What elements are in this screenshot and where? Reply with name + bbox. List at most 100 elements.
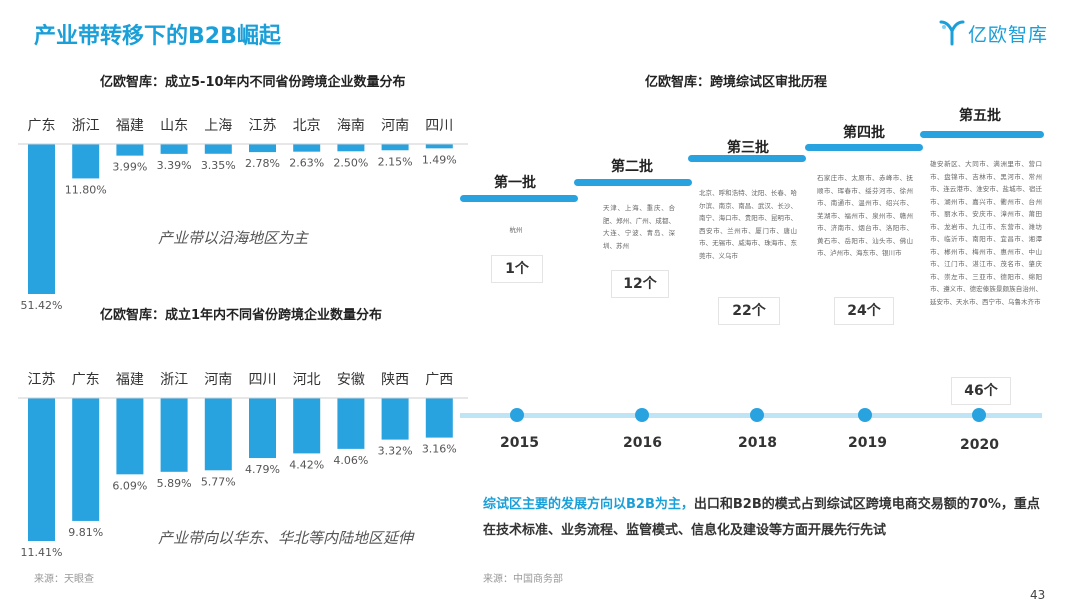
chart1-bar	[381, 144, 409, 151]
chart2-category-label: 陕西	[381, 372, 409, 388]
chart2-category-label: 安徽	[337, 372, 365, 388]
chart1-value-label: 3.39%	[157, 159, 192, 172]
chart1-category-label: 北京	[293, 118, 321, 134]
timeline-title: 亿欧智库：跨境综试区审批历程	[645, 75, 828, 90]
timeline-dot-2015	[510, 408, 524, 422]
timeline-dot-2019	[858, 408, 872, 422]
batch4-count: 24个	[834, 297, 894, 325]
conclusion-rest: 出口和B2B的模式占到综试区跨境电商交易额的70%，重点在技术标准、业务流程、监…	[483, 497, 1040, 538]
chart2-bar	[293, 398, 321, 454]
batch5-name: 第五批	[959, 108, 1001, 124]
chart2-bar	[249, 398, 276, 459]
chart1-category-label: 上海	[204, 118, 232, 134]
chart1-value-label: 1.49%	[422, 153, 457, 166]
chart1-value-label: 11.80%	[65, 183, 107, 196]
timeline-dot-2020	[972, 408, 986, 422]
chart1-category-label: 河南	[381, 118, 409, 134]
conclusion-text: 综试区主要的发展方向以B2B为主，出口和B2B的模式占到综试区跨境电商交易额的7…	[483, 492, 1043, 544]
left-source: 来源：天眼查	[34, 574, 94, 585]
chart2-bar	[160, 398, 188, 472]
batch4-name: 第四批	[843, 125, 885, 141]
chart1-bar	[116, 144, 144, 156]
chart1-bar	[72, 144, 100, 179]
chart1-value-label: 3.35%	[201, 159, 236, 172]
chart1-title: 亿欧智库：成立5-10年内不同省份跨境企业数量分布	[100, 75, 406, 90]
timeline-dot-2016	[635, 408, 649, 422]
batch1-step-bar	[460, 195, 578, 202]
company-logo: 亿欧智库	[938, 18, 1058, 48]
batch1-count: 1个	[491, 255, 543, 283]
chart1-category-label: 山东	[160, 118, 188, 134]
batch2-name: 第二批	[611, 159, 653, 175]
page-title: 产业带转移下的B2B崛起	[34, 24, 281, 49]
chart2-category-label: 广东	[72, 372, 100, 388]
chart2-bar	[72, 398, 100, 521]
batch3-step-bar	[688, 155, 806, 162]
chart1-value-label: 2.50%	[333, 156, 368, 169]
batch5-step-bar	[920, 131, 1044, 138]
chart2-bar	[425, 398, 453, 438]
year-label-2019: 2019	[848, 435, 887, 451]
logo-text: 亿欧智库	[968, 24, 1049, 46]
chart1-value-label: 2.15%	[378, 155, 413, 168]
chart1-bar	[337, 144, 365, 152]
chart1-value-label: 2.78%	[245, 157, 280, 170]
chart2-svg: 江苏 11.41% 广东 9.81% 福建 6.09% 浙江 5.89% 河南 5.77% 四川 4.…	[18, 372, 468, 559]
batch2-cities: 天津、上海、重庆、合肥、郑州、广州、成都、大连、宁波、青岛、深圳、苏州	[603, 204, 675, 250]
batch3-cities: 北京、呼和浩特、沈阳、长春、哈尔滨、南京、南昌、武汉、长沙、南宁、海口市、贵阳市…	[699, 189, 797, 260]
chart1-bar	[160, 144, 188, 154]
chart2-bar	[204, 398, 232, 471]
chart1-bar	[249, 144, 276, 153]
chart2-value-label: 11.41%	[21, 546, 63, 559]
batch1-cities: 杭州	[509, 226, 523, 234]
chart2-bar	[28, 398, 55, 541]
conclusion-highlight: 综试区主要的发展方向以B2B为主，	[483, 497, 694, 512]
chart1-bar	[293, 144, 321, 152]
chart1-category-label: 福建	[116, 118, 144, 134]
chart2-category-label: 河北	[293, 372, 321, 388]
chart1-category-label: 四川	[425, 118, 453, 134]
year-label-2015: 2015	[500, 435, 539, 451]
batch5-cities: 雄安新区、大同市、满洲里市、营口市、盘锦市、吉林市、黑河市、常州市、连云港市、淮…	[930, 160, 1042, 306]
chart1-note: 产业带以沿海地区为主	[158, 229, 309, 247]
chart2-value-label: 5.89%	[157, 477, 192, 490]
chart1-value-label: 51.42%	[21, 299, 63, 312]
chart2-category-label: 广西	[425, 372, 453, 388]
chart2-value-label: 3.16%	[422, 443, 457, 456]
chart1-category-label: 江苏	[249, 118, 277, 134]
batch4-step-bar	[805, 144, 923, 151]
batch1-name: 第一批	[494, 175, 536, 191]
chart1-category-label: 广东	[28, 118, 56, 134]
chart2-value-label: 4.06%	[333, 454, 368, 467]
chart2-value-label: 6.09%	[112, 479, 147, 492]
chart1-category-label: 浙江	[72, 118, 100, 134]
chart2-category-label: 江苏	[28, 372, 56, 388]
chart1-value-label: 3.99%	[112, 161, 147, 174]
chart2-note: 产业带向以华东、华北等内陆地区延伸	[158, 529, 414, 547]
chart2-category-label: 浙江	[160, 372, 188, 388]
chart2-category-label: 福建	[116, 372, 144, 388]
page-number: 43	[1030, 588, 1046, 602]
chart1-category-label: 海南	[337, 118, 365, 134]
batch4-cities: 石家庄市、太原市、赤峰市、抚顺市、珲春市、绥芬河市、徐州市、南通市、温州市、绍兴…	[817, 174, 913, 257]
chart2-title: 亿欧智库：成立1年内不同省份跨境企业数量分布	[100, 308, 383, 323]
chart2-value-label: 3.32%	[378, 445, 413, 458]
chart1-bar	[28, 144, 55, 294]
chart2-value-label: 4.42%	[289, 458, 324, 471]
batch3-name: 第三批	[727, 140, 769, 156]
batch2-step-bar	[574, 179, 692, 186]
timeline-dot-2018	[750, 408, 764, 422]
year-label-2020: 2020	[960, 437, 999, 453]
logo-mark-icon	[939, 20, 965, 46]
batch3-count: 22个	[718, 297, 780, 325]
chart2-value-label: 4.79%	[245, 463, 280, 476]
batch2-count: 12个	[611, 270, 669, 298]
chart2-bar	[381, 398, 409, 440]
chart2-value-label: 9.81%	[68, 526, 103, 539]
chart2-value-label: 5.77%	[201, 475, 236, 488]
chart1-value-label: 2.63%	[289, 157, 324, 170]
right-source: 来源：中国商务部	[483, 574, 563, 585]
year-label-2018: 2018	[738, 435, 777, 451]
chart2-category-label: 四川	[249, 372, 277, 388]
chart1-bar	[425, 144, 453, 149]
